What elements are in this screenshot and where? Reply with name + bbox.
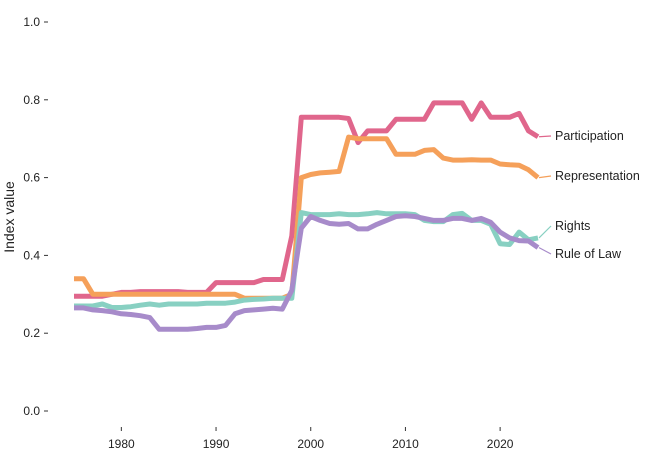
series-line-rule-of-law [74,213,540,332]
series-label-rule-of-law: Rule of Law [555,247,622,261]
series-line-rights [74,210,539,310]
y-tick-label: 0.8 [23,93,40,107]
x-tick-label: 2020 [487,437,514,451]
x-tick-label: 1990 [203,437,230,451]
y-axis-title: Index value [1,181,17,253]
y-tick-label: 0.4 [23,248,40,262]
y-tick-label: 0.6 [23,171,40,185]
series-line-participation [74,100,540,299]
leader-line-rights [538,225,552,239]
series-line-representation [74,134,540,301]
series-labels: Participation Representation Rights Rule of… [538,129,640,261]
leader-line-participation [538,135,552,138]
series-label-representation: Representation [555,169,640,183]
x-tick-label: 2010 [392,437,419,451]
x-tick-label: 2000 [297,437,324,451]
y-tick-label: 0.2 [23,326,40,340]
series-label-participation: Participation [555,129,624,143]
x-tick-label: 1980 [108,437,135,451]
leader-line-rule-of-law [538,247,552,255]
leader-line-representation [538,175,552,179]
y-tick-label: 0.0 [23,404,40,418]
x-axis: 1980 1990 2000 2010 2020 [108,427,514,451]
series-label-rights: Rights [555,219,590,233]
series-lines [74,100,540,332]
y-tick-label: 1.0 [23,15,40,29]
y-axis: 0.0 0.2 0.4 0.6 0.8 1.0 [23,15,48,418]
